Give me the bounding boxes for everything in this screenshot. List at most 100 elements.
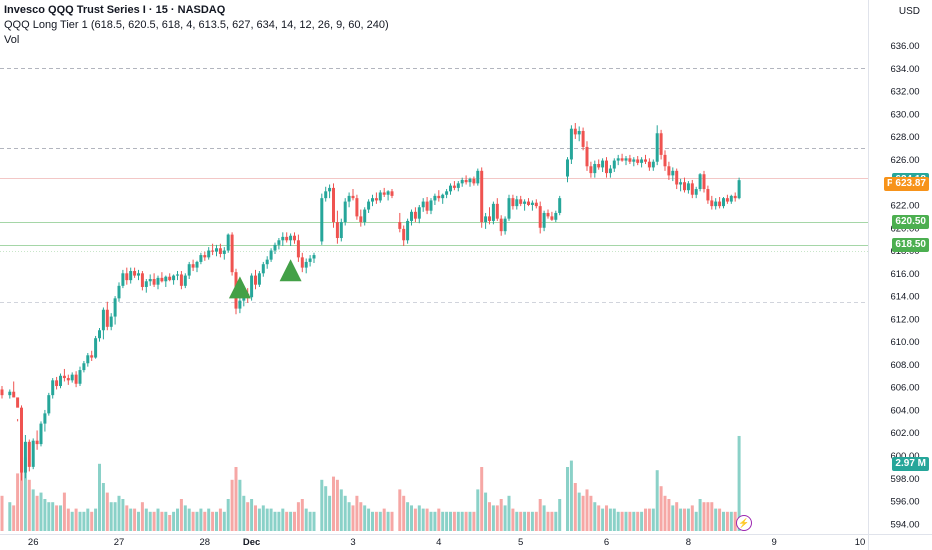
candle-body	[702, 174, 706, 190]
candle-body	[683, 182, 686, 191]
candle-body	[351, 195, 355, 199]
volume-bar	[605, 505, 608, 531]
volume-bar	[515, 511, 519, 531]
candle-body	[269, 250, 273, 260]
candle-body	[628, 158, 632, 162]
volume-bar	[254, 505, 257, 531]
candle-body	[530, 202, 534, 205]
volume-bar	[441, 511, 445, 531]
candle-body	[98, 330, 101, 339]
level-620-tag: 620.50	[892, 215, 929, 230]
volume-bar	[101, 483, 105, 531]
candle-body	[527, 201, 530, 205]
volume-bar	[70, 511, 74, 531]
candle-body	[632, 159, 636, 162]
volume-bar	[335, 479, 339, 531]
volume-bar	[608, 508, 612, 531]
candle-body	[413, 211, 417, 219]
candle-body	[597, 163, 601, 168]
volume-bar	[710, 502, 714, 531]
volume-bar	[464, 511, 468, 531]
candle-body	[612, 160, 616, 169]
volume-bar	[332, 476, 335, 531]
volume-bar	[179, 499, 183, 531]
candle-body	[433, 195, 437, 201]
y-tick-label: 636.00	[890, 41, 919, 52]
volume-bar	[456, 511, 460, 531]
volume-bar	[144, 508, 148, 531]
volume-bar	[215, 511, 218, 531]
candle-body	[589, 166, 593, 174]
candle-body	[62, 375, 66, 379]
candle-body	[133, 271, 137, 276]
candle-body	[265, 259, 269, 265]
candle-body	[624, 158, 628, 161]
volume-bar	[636, 511, 640, 531]
volume-bar	[425, 508, 429, 531]
candle-body	[312, 255, 316, 259]
volume-legend[interactable]: Vol	[4, 34, 20, 46]
volume-bar	[324, 486, 328, 531]
volume-bar	[226, 499, 230, 531]
volume-bar	[410, 505, 413, 531]
candle-body	[636, 159, 640, 163]
symbol-title[interactable]: Invesco QQQ Trust Series I · 15 · NASDAQ	[4, 4, 226, 16]
volume-bar	[137, 511, 140, 531]
y-tick-label: 602.00	[890, 428, 919, 439]
volume-bar	[160, 511, 164, 531]
candle-body	[156, 277, 160, 285]
candle-body	[293, 235, 296, 241]
candle-body	[577, 130, 581, 135]
candle-body	[386, 191, 390, 195]
candle-body	[55, 380, 59, 387]
volume-bar	[172, 511, 176, 531]
volume-bar	[328, 495, 332, 531]
volume-bar	[168, 515, 172, 531]
volume-bar	[480, 467, 484, 531]
y-tick-label: 608.00	[890, 360, 919, 371]
candle-body	[374, 198, 378, 201]
volume-bar	[679, 508, 683, 531]
candle-body	[593, 163, 597, 174]
indicator-legend[interactable]: QQQ Long Tier 1 (618.5, 620.5, 618, 4, 6…	[4, 19, 389, 31]
candle-body	[722, 198, 725, 207]
volume-bar	[90, 511, 94, 531]
x-tick-label: 26	[28, 537, 39, 548]
candle-body	[690, 183, 694, 195]
candle-body	[218, 248, 222, 254]
candle-body	[616, 158, 620, 161]
volume-bar	[113, 502, 117, 531]
candle-body	[456, 183, 460, 188]
volume-bar	[659, 486, 663, 531]
volume-bar	[164, 511, 168, 531]
currency-label[interactable]: USD	[898, 6, 920, 17]
candle-body	[515, 199, 519, 207]
candle-body	[339, 222, 343, 239]
candle-body	[51, 380, 55, 396]
candle-body	[359, 216, 363, 223]
candle-body	[546, 212, 550, 217]
candle-body	[410, 211, 413, 221]
candle-body	[328, 187, 332, 192]
y-tick-label: 612.00	[890, 314, 919, 325]
volume-bar	[484, 492, 488, 531]
candle-body	[679, 182, 683, 185]
candle-body	[655, 133, 659, 162]
volume-bar	[488, 502, 491, 531]
volume-bar	[495, 505, 499, 531]
legend: Invesco QQQ Trust Series I · 15 · NASDAQ…	[4, 3, 389, 48]
volume-bar	[542, 505, 546, 531]
buy-signal-triangle	[228, 276, 251, 299]
candle-body	[729, 195, 733, 202]
volume-bar	[651, 508, 655, 531]
candle-body	[199, 255, 203, 262]
candle-body	[737, 180, 741, 199]
candle-body	[647, 161, 651, 168]
y-tick-label: 614.00	[890, 292, 919, 303]
volume-bar	[573, 483, 577, 531]
volume-bar	[343, 495, 347, 531]
lightning-icon[interactable]: ⚡	[736, 515, 752, 531]
candle-body	[257, 273, 261, 285]
